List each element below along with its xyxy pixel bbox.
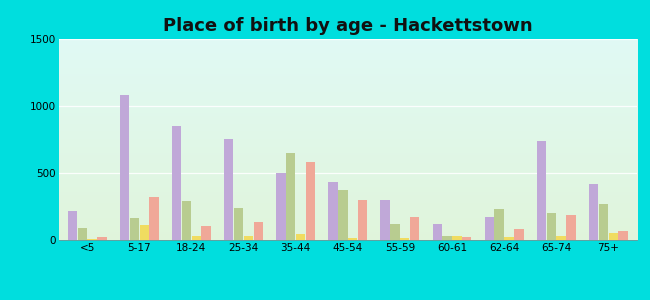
Bar [432, 224, 442, 240]
Bar [87, 239, 97, 240]
Bar [485, 217, 494, 240]
Bar [172, 126, 181, 240]
Bar [462, 237, 471, 240]
Bar [380, 200, 390, 240]
Bar [306, 162, 315, 240]
Bar [77, 228, 87, 240]
Bar [120, 95, 129, 240]
Bar [234, 208, 243, 240]
Bar [589, 184, 598, 240]
Bar [98, 237, 107, 240]
Bar [443, 236, 452, 240]
Bar [608, 233, 618, 240]
Bar [566, 214, 576, 240]
Bar [129, 218, 139, 240]
Bar [182, 201, 191, 240]
Bar [192, 236, 201, 240]
Bar [338, 190, 348, 240]
Bar [495, 208, 504, 240]
Bar [150, 197, 159, 240]
Bar [514, 229, 523, 240]
Bar [358, 200, 367, 240]
Bar [556, 236, 566, 240]
Bar [452, 236, 462, 240]
Bar [140, 225, 149, 240]
Bar [296, 234, 306, 240]
Bar [618, 231, 628, 240]
Bar [254, 222, 263, 240]
Bar [348, 238, 358, 240]
Bar [504, 237, 514, 240]
Bar [599, 205, 608, 240]
Bar [276, 173, 285, 240]
Bar [286, 153, 295, 240]
Bar [400, 238, 410, 240]
Bar [68, 211, 77, 240]
Bar [328, 182, 337, 240]
Bar [547, 212, 556, 240]
Bar [390, 224, 400, 240]
Bar [537, 141, 546, 240]
Bar [224, 140, 233, 240]
Title: Place of birth by age - Hackettstown: Place of birth by age - Hackettstown [163, 17, 532, 35]
Bar [410, 217, 419, 240]
Bar [202, 226, 211, 240]
Bar [244, 236, 253, 240]
